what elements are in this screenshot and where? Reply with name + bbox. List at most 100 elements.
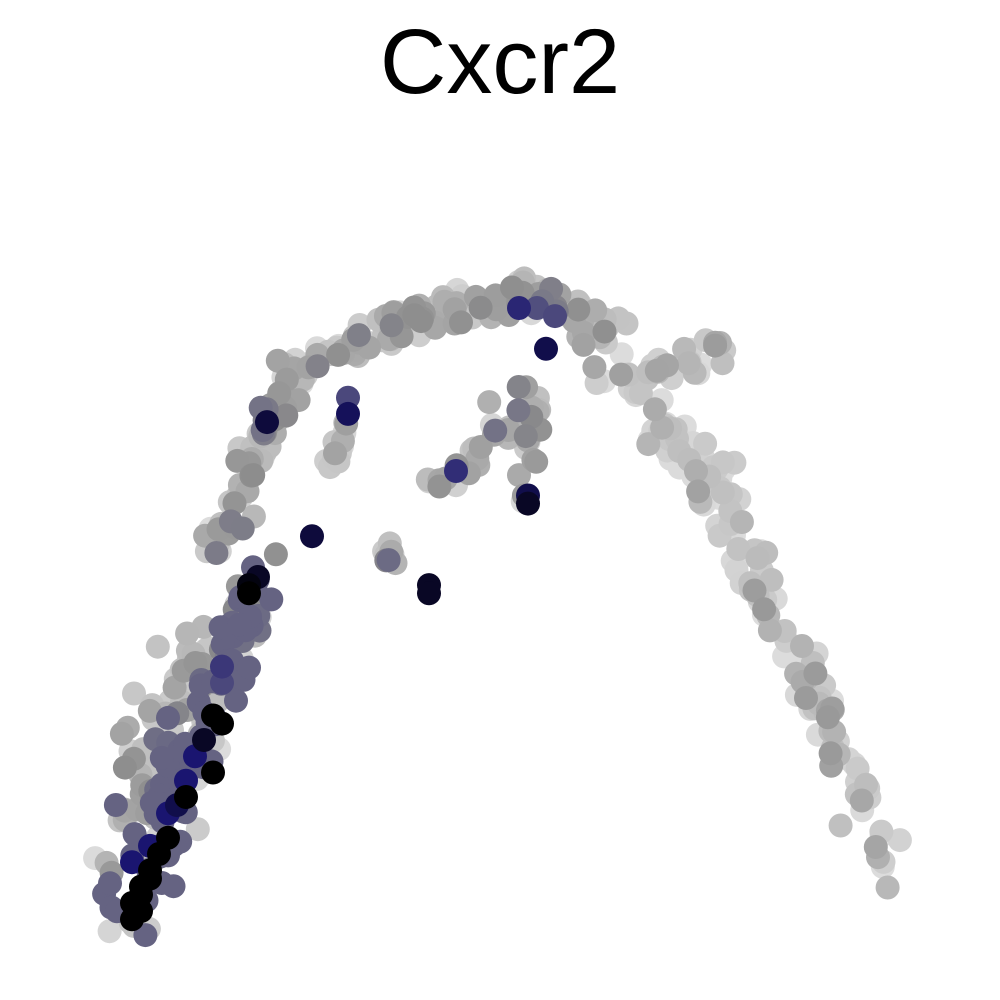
cell-point bbox=[693, 431, 718, 456]
cell-point bbox=[255, 410, 279, 435]
cell-point bbox=[137, 698, 162, 723]
cell-point bbox=[379, 313, 404, 338]
cell-point bbox=[120, 907, 144, 932]
cell-point bbox=[156, 705, 180, 730]
cell-point bbox=[208, 615, 233, 640]
cell-point bbox=[112, 755, 137, 780]
cell-point bbox=[818, 741, 843, 766]
cell-point bbox=[109, 721, 134, 746]
cell-point bbox=[483, 418, 508, 443]
cell-point bbox=[468, 435, 493, 459]
cell-point bbox=[336, 401, 360, 426]
cell-point bbox=[759, 567, 784, 592]
cell-point bbox=[133, 923, 158, 948]
cell-point bbox=[513, 424, 538, 449]
cell-point bbox=[449, 310, 473, 335]
cell-point bbox=[149, 745, 174, 770]
cell-point bbox=[525, 296, 549, 320]
cell-point bbox=[516, 491, 540, 516]
cell-point bbox=[210, 654, 234, 679]
cell-point bbox=[204, 541, 229, 565]
cell-point bbox=[227, 612, 252, 637]
cell-point bbox=[500, 275, 524, 300]
cell-point bbox=[757, 618, 782, 643]
cell-point bbox=[507, 463, 531, 488]
cell-point bbox=[147, 842, 171, 866]
cell-point bbox=[543, 304, 567, 329]
cell-point bbox=[305, 354, 330, 379]
cell-point bbox=[376, 548, 401, 573]
cell-point bbox=[185, 817, 210, 842]
cell-point bbox=[863, 835, 888, 859]
cell-point bbox=[98, 871, 122, 896]
cell-point bbox=[524, 449, 549, 474]
cell-point bbox=[145, 634, 170, 659]
cell-point bbox=[703, 333, 728, 358]
cell-point bbox=[263, 542, 288, 567]
cell-point bbox=[742, 578, 767, 603]
cell-point bbox=[300, 524, 324, 549]
cell-point bbox=[174, 785, 198, 809]
cell-point bbox=[592, 319, 617, 344]
cell-point bbox=[794, 686, 818, 710]
cell-point bbox=[138, 866, 162, 891]
cell-point bbox=[636, 432, 661, 457]
cell-point bbox=[201, 760, 225, 785]
cell-point bbox=[326, 342, 351, 367]
cell-point bbox=[729, 510, 754, 534]
cell-point bbox=[849, 788, 874, 813]
cell-point bbox=[790, 634, 814, 658]
cell-point bbox=[566, 297, 591, 322]
cell-point bbox=[103, 793, 128, 817]
cell-point bbox=[676, 351, 701, 376]
cell-point bbox=[506, 398, 531, 423]
cell-point bbox=[427, 474, 452, 499]
cell-point bbox=[710, 480, 735, 505]
cell-point bbox=[122, 681, 146, 706]
cell-point bbox=[684, 459, 708, 484]
cell-point bbox=[230, 516, 255, 541]
cell-point bbox=[237, 655, 261, 680]
cell-point bbox=[161, 874, 186, 899]
cell-point bbox=[628, 381, 653, 406]
cell-point bbox=[192, 728, 216, 752]
points-layer bbox=[83, 266, 912, 948]
cell-point bbox=[222, 491, 247, 516]
cell-point bbox=[175, 621, 200, 646]
cell-point bbox=[409, 309, 434, 334]
cell-point bbox=[237, 581, 261, 606]
cell-point bbox=[571, 332, 596, 357]
cell-point bbox=[642, 397, 667, 422]
cell-point bbox=[583, 298, 608, 323]
cell-point bbox=[468, 295, 493, 320]
cell-point bbox=[477, 390, 502, 415]
cell-point bbox=[265, 348, 290, 373]
cell-point bbox=[828, 813, 853, 838]
cell-point bbox=[726, 537, 751, 561]
cell-point bbox=[507, 296, 531, 320]
cell-point bbox=[534, 336, 558, 361]
cell-point bbox=[650, 415, 675, 440]
cell-point bbox=[323, 441, 347, 466]
cell-point bbox=[120, 850, 144, 875]
cell-point bbox=[274, 403, 299, 428]
cell-point bbox=[609, 362, 634, 387]
chart-title: Cxcr2 bbox=[379, 11, 621, 113]
cell-point bbox=[582, 355, 607, 380]
cell-point bbox=[875, 875, 900, 900]
cell-point bbox=[752, 597, 777, 622]
cell-point bbox=[417, 581, 441, 606]
cell-point bbox=[815, 705, 840, 730]
cell-point bbox=[803, 661, 828, 686]
cell-point bbox=[644, 358, 669, 383]
cell-point bbox=[346, 323, 371, 348]
cell-point bbox=[887, 828, 912, 853]
cell-point bbox=[506, 375, 531, 399]
cell-point bbox=[210, 711, 234, 736]
cell-point bbox=[241, 463, 266, 488]
cell-point bbox=[745, 546, 770, 571]
cell-point bbox=[224, 688, 248, 713]
cell-point bbox=[686, 479, 711, 504]
cell-point bbox=[444, 459, 468, 483]
